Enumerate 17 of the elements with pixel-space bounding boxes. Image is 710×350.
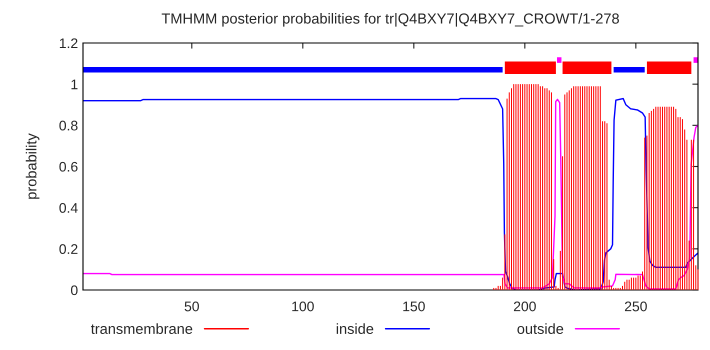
y-tick-label: 0.6 <box>59 162 78 172</box>
y-tick-label: 0 <box>70 285 78 296</box>
x-tick-label: 200 <box>514 301 536 312</box>
legend-label: transmembrane <box>90 323 192 334</box>
legend-label: outside <box>517 323 564 334</box>
legend-label: inside <box>336 323 374 334</box>
y-axis-title: probability <box>26 133 40 199</box>
x-tick-label: 250 <box>624 301 647 312</box>
x-tick-label: 100 <box>292 301 314 312</box>
y-tick-label: 0.8 <box>59 120 78 131</box>
y-tick-label: 1.2 <box>60 38 78 48</box>
x-tick-label: 150 <box>403 301 425 312</box>
y-tick-label: 0.2 <box>59 244 78 254</box>
x-tick-label: 50 <box>184 301 199 312</box>
y-tick-label: 0.4 <box>59 203 78 213</box>
chart-title: TMHMM posterior probabilities for tr|Q4BXY7|Q4BXY7_CROWT/1-278 <box>162 12 619 27</box>
y-tick-label: 1 <box>71 80 78 90</box>
